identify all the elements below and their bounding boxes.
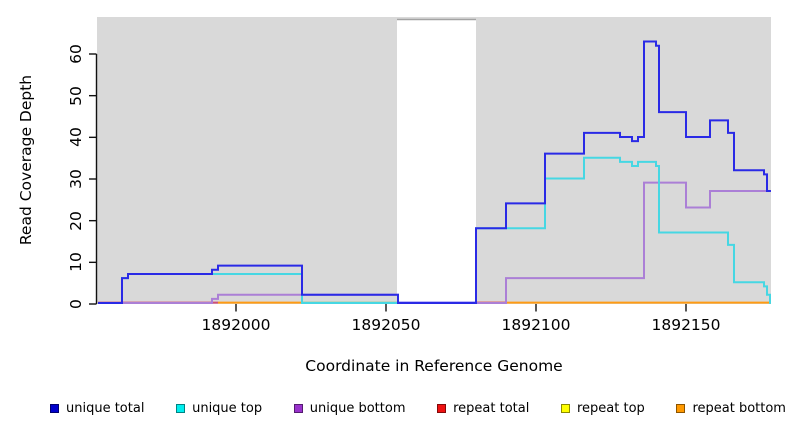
legend-label: unique bottom [309,400,406,416]
gap-band [397,19,476,304]
y-tick-label: 60 [67,44,85,64]
legend-item-unique-total: unique total [50,401,144,416]
legend-swatch-icon [50,403,59,413]
legend-swatch-icon [676,403,686,413]
legend-label: unique top [192,400,263,416]
x-tick-label: 1892000 [201,316,271,334]
legend-label: repeat total [453,400,530,416]
series-line-unique-bottom [98,181,771,304]
y-tick-label: 10 [67,252,85,273]
y-tick-label: 20 [67,210,85,231]
y-tick-label: 30 [67,169,85,189]
x-tick-label: 1892050 [351,316,421,334]
legend: unique total unique top unique bottom repea… [50,398,786,418]
legend-label: unique total [66,400,145,416]
legend-swatch-icon [176,403,186,413]
legend-item-repeat-top: repeat top [561,401,645,416]
legend-label: repeat top [577,400,645,416]
x-tick-label: 1892150 [651,316,721,334]
legend-item-unique-bottom: unique bottom [293,400,406,416]
legend-label: repeat bottom [692,400,786,416]
y-axis-title: Read Coverage Depth [17,74,35,246]
y-tick-label: 0 [67,299,85,309]
x-axis-title: Coordinate in Reference Genome [305,357,563,375]
series-line-unique-total [98,40,771,304]
legend-item-unique-top: unique top [176,401,262,416]
legend-item-repeat-total: repeat total [437,401,529,416]
legend-swatch-icon [293,403,303,413]
y-tick-label: 50 [67,85,85,106]
y-tick-label: 40 [67,127,85,148]
legend-item-repeat-bottom: repeat bottom [676,401,786,416]
legend-swatch-icon [437,403,447,413]
x-tick-label: 1892100 [501,316,571,334]
legend-swatch-icon [561,403,570,413]
